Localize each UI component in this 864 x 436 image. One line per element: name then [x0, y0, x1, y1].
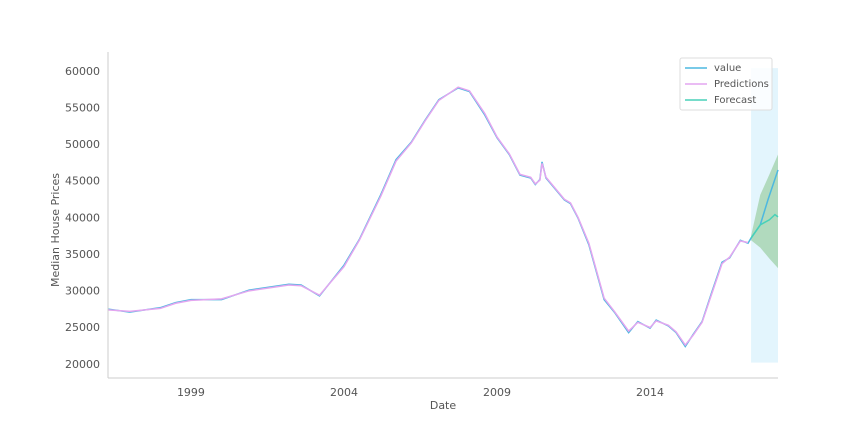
- x-tick-label: 2009: [483, 386, 511, 399]
- legend-label: value: [714, 63, 741, 74]
- series-line: [750, 213, 779, 239]
- x-tick-label: 1999: [177, 386, 205, 399]
- y-tick-label: 30000: [65, 285, 100, 298]
- y-axis-label: Median House Prices: [49, 173, 62, 287]
- legend-label: Forecast: [714, 95, 756, 106]
- x-axis-label: Date: [430, 399, 457, 412]
- y-tick-label: 55000: [65, 101, 100, 114]
- legend: value Predictions Forecast: [679, 57, 773, 111]
- y-tick-label: 20000: [65, 358, 100, 371]
- x-tick-label: 2004: [330, 386, 358, 399]
- y-tick-label: 60000: [65, 65, 100, 78]
- y-tick-label: 45000: [65, 175, 100, 188]
- legend-box: [679, 57, 773, 111]
- y-tick-label: 50000: [65, 138, 100, 151]
- y-tick-label: 25000: [65, 321, 100, 334]
- series-line: [107, 87, 779, 348]
- series-line: [107, 86, 749, 347]
- x-tick-label: 2014: [636, 386, 664, 399]
- y-tick-label: 35000: [65, 248, 100, 261]
- y-tick-label: 40000: [65, 211, 100, 224]
- legend-label: Predictions: [714, 79, 769, 90]
